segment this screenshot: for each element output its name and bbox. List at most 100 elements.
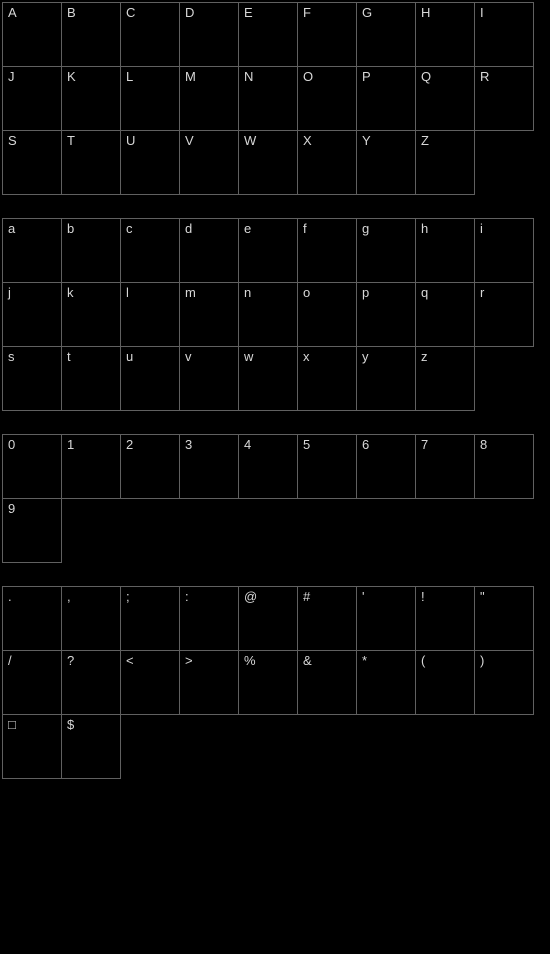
glyph-cell: # bbox=[297, 586, 357, 651]
glyph-label: 1 bbox=[67, 438, 74, 451]
glyph-cell: p bbox=[356, 282, 416, 347]
glyph-cell: Z bbox=[415, 130, 475, 195]
section-digits: 0123456789 bbox=[2, 434, 550, 562]
glyph-label: S bbox=[8, 134, 17, 147]
glyph-cell: 7 bbox=[415, 434, 475, 499]
glyph-label: X bbox=[303, 134, 312, 147]
glyph-label: p bbox=[362, 286, 369, 299]
glyph-cell: 9 bbox=[2, 498, 62, 563]
glyph-cell: < bbox=[120, 650, 180, 715]
glyph-cell: f bbox=[297, 218, 357, 283]
glyph-label: ) bbox=[480, 654, 484, 667]
glyph-cell: Y bbox=[356, 130, 416, 195]
glyph-label: : bbox=[185, 590, 189, 603]
glyph-label: B bbox=[67, 6, 76, 19]
glyph-cell: K bbox=[61, 66, 121, 131]
glyph-label: C bbox=[126, 6, 135, 19]
glyph-cell: x bbox=[297, 346, 357, 411]
glyph-label: d bbox=[185, 222, 192, 235]
glyph-label: N bbox=[244, 70, 253, 83]
glyph-label: l bbox=[126, 286, 129, 299]
glyph-label: $ bbox=[67, 718, 74, 731]
glyph-label: U bbox=[126, 134, 135, 147]
glyph-cell: ! bbox=[415, 586, 475, 651]
glyph-label: 3 bbox=[185, 438, 192, 451]
glyph-label: , bbox=[67, 590, 71, 603]
glyph-cell: . bbox=[2, 586, 62, 651]
glyph-label: w bbox=[244, 350, 253, 363]
glyph-label: e bbox=[244, 222, 251, 235]
glyph-cell: ' bbox=[356, 586, 416, 651]
glyph-cell: ; bbox=[120, 586, 180, 651]
glyph-label: / bbox=[8, 654, 12, 667]
glyph-cell: I bbox=[474, 2, 534, 67]
glyph-label: y bbox=[362, 350, 369, 363]
glyph-label: I bbox=[480, 6, 484, 19]
glyph-label: J bbox=[8, 70, 15, 83]
glyph-label: 0 bbox=[8, 438, 15, 451]
glyph-cell: W bbox=[238, 130, 298, 195]
glyph-label: b bbox=[67, 222, 74, 235]
glyph-cell: l bbox=[120, 282, 180, 347]
glyph-cell: @ bbox=[238, 586, 298, 651]
glyph-label: 4 bbox=[244, 438, 251, 451]
glyph-label: . bbox=[8, 590, 12, 603]
glyph-label: 5 bbox=[303, 438, 310, 451]
glyph-label: T bbox=[67, 134, 75, 147]
glyph-label: ( bbox=[421, 654, 425, 667]
glyph-label: K bbox=[67, 70, 76, 83]
glyph-label: i bbox=[480, 222, 483, 235]
glyph-label: Y bbox=[362, 134, 371, 147]
glyph-cell: h bbox=[415, 218, 475, 283]
glyph-cell: c bbox=[120, 218, 180, 283]
glyph-label: h bbox=[421, 222, 428, 235]
glyph-label: n bbox=[244, 286, 251, 299]
glyph-label: # bbox=[303, 590, 310, 603]
section-symbols: .,;:@#'!"/?<>%&*()□$ bbox=[2, 586, 550, 778]
glyph-label: < bbox=[126, 654, 134, 667]
glyph-cell: n bbox=[238, 282, 298, 347]
glyph-cell: y bbox=[356, 346, 416, 411]
glyph-cell: 1 bbox=[61, 434, 121, 499]
glyph-cell: 3 bbox=[179, 434, 239, 499]
glyph-cell: M bbox=[179, 66, 239, 131]
glyph-label: @ bbox=[244, 590, 257, 603]
glyph-cell: R bbox=[474, 66, 534, 131]
glyph-label: 6 bbox=[362, 438, 369, 451]
glyph-label: ; bbox=[126, 590, 130, 603]
glyph-label: R bbox=[480, 70, 489, 83]
glyph-label: c bbox=[126, 222, 133, 235]
glyph-cell: m bbox=[179, 282, 239, 347]
glyph-label: * bbox=[362, 654, 367, 667]
glyph-cell: ( bbox=[415, 650, 475, 715]
glyph-cell: 6 bbox=[356, 434, 416, 499]
glyph-label: q bbox=[421, 286, 428, 299]
glyph-cell: / bbox=[2, 650, 62, 715]
glyph-cell: o bbox=[297, 282, 357, 347]
glyph-label: " bbox=[480, 590, 485, 603]
glyph-label: D bbox=[185, 6, 194, 19]
glyph-cell: 8 bbox=[474, 434, 534, 499]
glyph-label: M bbox=[185, 70, 196, 83]
glyph-cell: $ bbox=[61, 714, 121, 779]
glyph-cell: k bbox=[61, 282, 121, 347]
glyph-label: t bbox=[67, 350, 71, 363]
glyph-label: a bbox=[8, 222, 15, 235]
glyph-cell: g bbox=[356, 218, 416, 283]
glyph-cell: j bbox=[2, 282, 62, 347]
glyph-cell: H bbox=[415, 2, 475, 67]
glyph-cell: J bbox=[2, 66, 62, 131]
glyph-cell: 4 bbox=[238, 434, 298, 499]
glyph-label: m bbox=[185, 286, 196, 299]
glyph-label: ! bbox=[421, 590, 425, 603]
glyph-cell: E bbox=[238, 2, 298, 67]
glyph-label: F bbox=[303, 6, 311, 19]
glyph-label: x bbox=[303, 350, 310, 363]
glyph-cell: 2 bbox=[120, 434, 180, 499]
glyph-label: j bbox=[8, 286, 11, 299]
glyph-cell: O bbox=[297, 66, 357, 131]
glyph-label: > bbox=[185, 654, 193, 667]
glyph-cell: G bbox=[356, 2, 416, 67]
glyph-label: g bbox=[362, 222, 369, 235]
glyph-label: E bbox=[244, 6, 253, 19]
